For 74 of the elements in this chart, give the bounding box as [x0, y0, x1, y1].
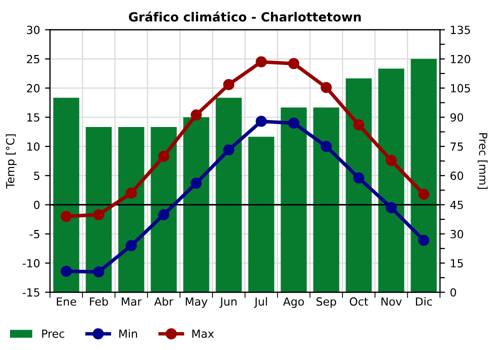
- y2-tick-label: 15: [450, 259, 463, 268]
- bar: [53, 98, 80, 292]
- legend-label: Min: [119, 329, 137, 338]
- point: [320, 82, 332, 94]
- y2-tick-label: 0: [450, 288, 456, 297]
- x-tick-label: Ene: [56, 297, 76, 306]
- point: [256, 116, 267, 127]
- point: [288, 58, 300, 70]
- point: [190, 178, 202, 189]
- point: [126, 188, 137, 199]
- x-tick-label: Abr: [154, 297, 174, 306]
- legend-label: Max: [192, 330, 214, 338]
- y2-tick-label: 120: [450, 54, 470, 64]
- point: [418, 188, 430, 200]
- x-tick-label: Sep: [316, 297, 336, 308]
- point: [60, 266, 72, 277]
- point: [256, 56, 267, 68]
- point: [93, 209, 104, 220]
- bar: [410, 58, 437, 292]
- point: [190, 109, 202, 120]
- y2-tick-label: 75: [450, 142, 463, 151]
- y-tick-label: 0: [34, 200, 40, 210]
- x-tick-label: Feb: [90, 297, 108, 306]
- y-tick-label: 25: [26, 54, 40, 64]
- x-tick-label: Jul: [254, 297, 267, 308]
- y-tick-label: 30: [26, 26, 40, 34]
- point: [158, 209, 170, 220]
- y-tick-label: 15: [27, 113, 40, 122]
- x-tick-label: May: [186, 297, 208, 308]
- point: [93, 266, 104, 278]
- x-tick-label: Jun: [219, 297, 236, 308]
- point: [60, 210, 72, 222]
- y2-tick-label: 60: [450, 172, 464, 180]
- y2-tick-label: 105: [450, 84, 470, 92]
- point: [288, 118, 300, 129]
- bar: [378, 68, 404, 292]
- point: [353, 172, 364, 184]
- legend-label: Prec: [42, 330, 64, 338]
- y-tick-label: 20: [26, 84, 40, 92]
- y2-tick-label: 90: [450, 113, 464, 122]
- x-tick-label: Dic: [416, 297, 432, 306]
- y-tick-label: -10: [22, 259, 40, 268]
- y2-axis-title: Prec [mm]: [478, 133, 488, 189]
- y-tick-label: -5: [30, 230, 40, 238]
- point: [223, 79, 234, 90]
- bar: [346, 78, 372, 292]
- y2-tick-label: 45: [450, 200, 463, 210]
- y-axis-title: Temp [°C]: [6, 134, 17, 189]
- bar: [86, 126, 112, 292]
- point: [126, 240, 137, 252]
- y2-tick-label: 30: [450, 230, 464, 238]
- point: [158, 150, 170, 162]
- y-tick-label: 5: [34, 172, 40, 180]
- bar: [248, 136, 274, 292]
- point: [320, 140, 332, 152]
- x-tick-label: Mar: [122, 297, 142, 306]
- y-tick-label: 10: [27, 142, 40, 151]
- point: [386, 202, 397, 214]
- y2-tick-label: 135: [450, 26, 470, 34]
- x-tick-label: Ago: [283, 297, 304, 308]
- x-tick-label: Nov: [381, 297, 402, 306]
- bar: [280, 108, 307, 292]
- bar: [183, 117, 210, 292]
- bar: [150, 126, 177, 292]
- bar: [118, 126, 144, 292]
- y-tick-label: -15: [22, 288, 40, 297]
- chart-title: Gráfico climático - Charlottetown: [128, 11, 361, 22]
- point: [353, 119, 364, 130]
- point: [386, 154, 397, 166]
- point: [418, 234, 430, 246]
- bar: [216, 98, 242, 292]
- x-tick-label: Oct: [350, 297, 368, 306]
- bar: [313, 108, 340, 292]
- point: [223, 144, 234, 156]
